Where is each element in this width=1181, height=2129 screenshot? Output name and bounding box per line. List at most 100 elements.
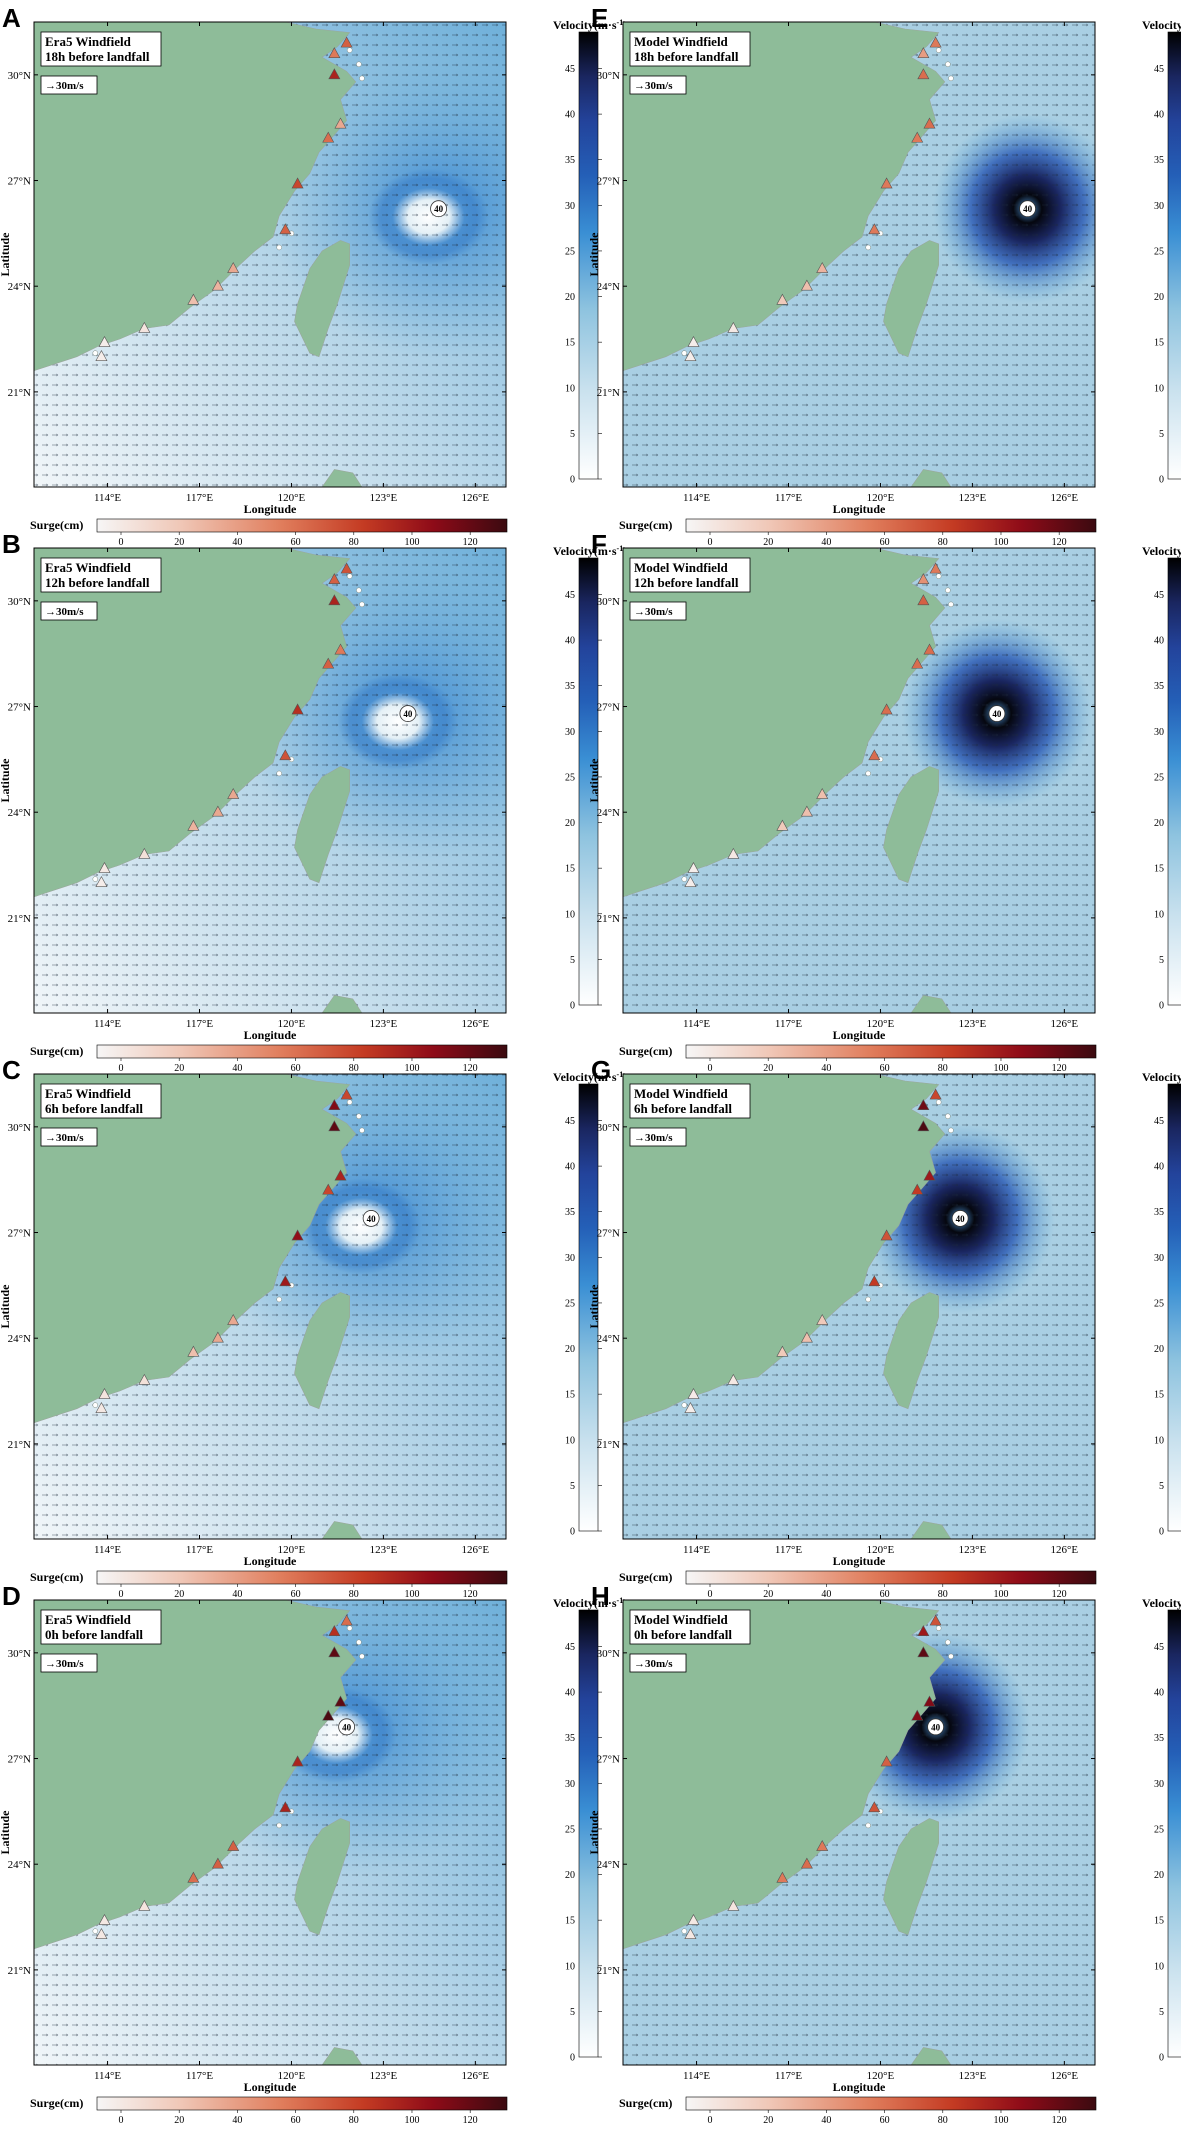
velocity-colorbar-tick-label: 45 (1154, 590, 1164, 601)
tide-station-marker (800, 1331, 813, 1343)
tide-station-marker (727, 847, 740, 859)
tide-station-marker (279, 223, 292, 235)
velocity-colorbar-tick-label: 25 (1154, 1298, 1164, 1309)
coastal-island (681, 350, 688, 356)
velocity-colorbar (1167, 557, 1181, 1006)
coastal-island (948, 1653, 954, 1660)
mainland (623, 1600, 946, 1950)
typhoon-center-marker (1019, 200, 1036, 218)
surge-colorbar (96, 2096, 508, 2111)
tide-station-marker (328, 1120, 341, 1132)
scale-arrow-label: →30m/s (634, 1658, 673, 1670)
coastal-island (935, 47, 942, 53)
lon-tick-label: 126°E (462, 1018, 490, 1030)
velocity-colorbar-tick-label: 0 (1159, 1527, 1164, 1538)
surge-colorbar-title: Surge(cm) (30, 1570, 83, 1584)
velocity-colorbar-tick-label: 45 (1154, 1642, 1164, 1653)
velocity-title-sup: -1 (617, 1596, 624, 1605)
tide-station-marker (727, 1373, 740, 1385)
tide-station-marker (917, 68, 930, 80)
surge-colorbar-tick-label: 80 (938, 1589, 948, 1600)
typhoon-center-marker (399, 705, 417, 722)
y-axis-label: Latitude (0, 232, 12, 277)
surge-colorbar-tick-label: 0 (119, 537, 124, 548)
map-frame (33, 1073, 507, 1540)
velocity-colorbar-tick-label: 45 (565, 64, 575, 75)
panel-title-line1: Era5 Windfield (45, 560, 132, 575)
typhoon-center-marker (362, 1210, 380, 1227)
velocity-colorbar-tick-label: 10 (565, 909, 575, 920)
lon-tick-label: 114°E (683, 2070, 710, 2082)
map-frame (622, 1599, 1096, 2066)
southern-island (321, 1521, 363, 1539)
typhoon-center-label: 40 (992, 709, 1002, 719)
lat-tick-label: 21°N (597, 1439, 620, 1451)
velocity-colorbar-tick-label: 35 (565, 1733, 575, 1744)
velocity-colorbar-tick-label: 15 (1154, 338, 1164, 349)
y-axis-label: Latitude (587, 1284, 601, 1329)
tide-station-marker (929, 36, 942, 48)
tide-station-marker (776, 293, 789, 305)
y-axis-label: Latitude (0, 1284, 12, 1329)
taiwan-island (883, 1818, 940, 1936)
tide-station-marker (868, 749, 881, 761)
lon-tick-label: 126°E (1051, 1018, 1079, 1030)
velocity-title-main: Velocity(m·s (1142, 1596, 1181, 1610)
scale-arrow-box (40, 1653, 98, 1673)
surge-colorbar (685, 2096, 1097, 2111)
lat-tick-label: 27°N (8, 1754, 31, 1766)
taiwan-island (883, 240, 940, 358)
map-frame (33, 21, 507, 488)
velocity-colorbar-tick-label: 20 (1154, 818, 1164, 829)
surge-colorbar-tick-label: 120 (1052, 1589, 1067, 1600)
surge-colorbar-tick-label: 60 (291, 2115, 301, 2126)
velocity-colorbar-tick-label: 30 (565, 1253, 575, 1264)
velocity-colorbar-tick-label: 15 (565, 1916, 575, 1927)
velocity-colorbar-tick-label: 35 (1154, 681, 1164, 692)
lon-tick-label: 126°E (1051, 2070, 1079, 2082)
lat-tick-label: 24°N (597, 1333, 620, 1345)
lat-tick-label: 27°N (8, 1228, 31, 1240)
y-axis-label: Latitude (0, 758, 12, 803)
tide-station-marker (328, 1099, 341, 1111)
tide-station-marker (684, 1402, 697, 1413)
panel-title-line1: Era5 Windfield (45, 1086, 132, 1101)
tide-station-marker (138, 321, 151, 333)
coastal-island (356, 587, 362, 594)
tide-station-marker (687, 861, 700, 873)
velocity-colorbar-tick-label: 5 (570, 429, 575, 440)
lat-tick-label: 24°N (8, 281, 31, 293)
surge-colorbar-tick-label: 60 (291, 1589, 301, 1600)
tide-station-marker (917, 573, 930, 585)
coastal-island (92, 350, 99, 356)
lon-tick-label: 123°E (370, 2070, 398, 2082)
coastal-island (948, 75, 954, 82)
southern-island (910, 1521, 952, 1539)
tide-station-marker (334, 1169, 347, 1181)
surge-colorbar-tick-label: 0 (708, 1589, 713, 1600)
tide-station-marker (328, 573, 341, 585)
tide-station-marker (800, 805, 813, 817)
coastal-island (276, 244, 282, 251)
tide-station-marker (211, 1857, 224, 1869)
lon-tick-label: 117°E (775, 1544, 802, 1556)
velocity-colorbar-tick-label: 45 (565, 590, 575, 601)
velocity-colorbar-tick-label: 30 (565, 201, 575, 212)
typhoon-center-label: 40 (367, 1214, 377, 1224)
coastal-island (945, 1113, 951, 1120)
typhoon-center-marker (988, 705, 1006, 722)
velocity-colorbar-tick-label: 10 (1154, 1435, 1164, 1446)
tide-station-marker (328, 594, 341, 606)
scale-arrow-label: →30m/s (45, 1132, 84, 1144)
surge-colorbar-tick-label: 80 (938, 2115, 948, 2126)
tide-station-marker (868, 223, 881, 235)
tide-station-marker (929, 562, 942, 574)
tide-station-marker (98, 1387, 111, 1399)
panel-title-box (40, 1609, 162, 1645)
x-axis-label: Longitude (244, 2080, 297, 2094)
tide-station-marker (340, 562, 353, 574)
surge-colorbar-tick-label: 20 (763, 1063, 773, 1074)
surge-colorbar-tick-label: 0 (119, 1063, 124, 1074)
